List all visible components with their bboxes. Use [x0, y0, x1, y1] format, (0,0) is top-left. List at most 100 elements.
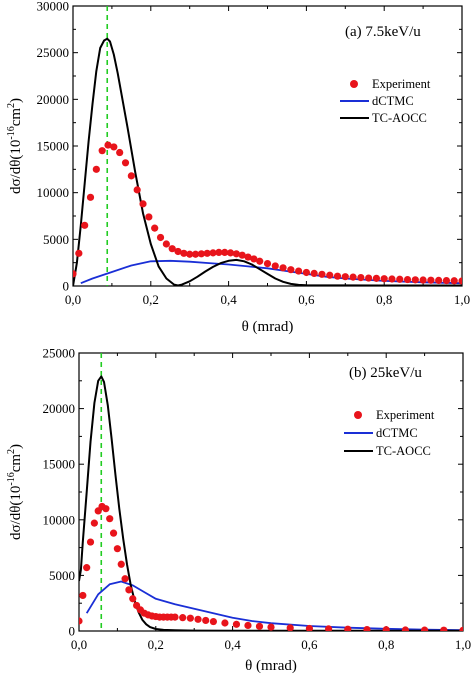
panel-b-experiment-point	[83, 564, 91, 572]
panel-b-experiment-point	[186, 614, 194, 622]
panel-a-experiment-point	[168, 245, 176, 253]
panel-b-experiment-point	[121, 575, 129, 583]
panel-b-experiment-point	[401, 626, 409, 631]
panel-b-ticks: 0,0 0,2 0,4 0,6 0,8 1,0 0 5000 10000 15000 20000 25…	[43, 346, 472, 653]
panel-a-legend-label: TC-AOCC	[372, 111, 427, 125]
panel-a-experiment-point	[139, 200, 147, 208]
panel-b-y-tick-label: 15000	[43, 457, 76, 472]
panel-a-label: (a) 7.5keV/u	[345, 24, 421, 40]
panel-a-experiment-point	[191, 250, 200, 258]
panel-b-y-axis-title-part: -16	[6, 472, 17, 485]
panel-a-y-tick-label: 25000	[37, 45, 70, 60]
panel-b-experiment-point	[232, 620, 241, 628]
panel-a-experiment-point	[127, 172, 135, 180]
panel-a-y-axis-title-part: cm	[8, 108, 24, 127]
panel-a-experiment-point	[98, 147, 106, 155]
panel-b-experiment-point	[194, 615, 202, 623]
panel-a-experiment-point	[372, 274, 381, 282]
panel-b-legend: Experiment dCTMC TC-AOCC	[344, 408, 435, 458]
panel-b-experiment-point	[209, 617, 217, 626]
panel-a-experiment-point	[162, 240, 170, 248]
panel-a-experiment-point	[86, 193, 95, 201]
panel-a-legend: Experiment dCTMC TC-AOCC	[340, 77, 431, 125]
panel-a-y-axis-title-part: )	[8, 98, 24, 103]
panel-a-experiment-point	[271, 262, 279, 270]
panel-a-experiment-point	[411, 276, 419, 284]
panel-a-experiment-point	[244, 253, 252, 261]
panel-a-experiment-point	[203, 249, 211, 257]
panel-a-experiment-point	[279, 264, 287, 272]
panel-b-experiment-point	[113, 545, 121, 553]
panel-a-y-tick-label: 10000	[37, 185, 70, 200]
panel-b-experiment-point	[363, 625, 371, 631]
panel-a-y-axis-title-part: -16	[6, 126, 17, 139]
panel-b-experiment-point	[125, 586, 133, 594]
panel-a-experiment-point	[215, 248, 223, 256]
panel-b-experiment-point	[109, 529, 118, 537]
panel-b-legend-marker-experiment	[354, 411, 362, 419]
panel-a-y-tick-label: 5000	[43, 232, 69, 247]
panel-b-experiment-point	[267, 623, 275, 631]
panel-a-experiment-point	[92, 165, 100, 173]
panel-a-x-tick-label: 1,0	[454, 292, 470, 307]
panel-a-experiment-point	[73, 270, 77, 278]
panel-a-experiment-point	[326, 271, 334, 279]
panel-a-experiment-point	[256, 257, 264, 265]
panel-a-experiment-point	[310, 269, 318, 277]
panel-a-y-tick-label: 20000	[37, 92, 70, 107]
panel-a-experiment-point	[287, 266, 295, 274]
panel-a-experiment-point	[156, 233, 165, 242]
panel-a-experiment-point	[133, 186, 141, 194]
panel-a-experiment-point	[250, 255, 258, 263]
panel-a-data	[73, 6, 462, 286]
panel-a-legend-label: dCTMC	[372, 94, 414, 108]
panel-a-y-axis-title-part: 2	[6, 103, 17, 108]
panel-a-experiment-point	[380, 275, 388, 283]
panel-b-x-tick-label: 0,0	[71, 637, 87, 652]
panel-a-x-tick-label: 0,0	[65, 292, 81, 307]
panel-b-x-tick-label: 0,4	[224, 637, 241, 652]
panel-b-legend-label: dCTMC	[376, 426, 418, 440]
panel-a-experiment-point	[450, 277, 458, 285]
panel-a-x-tick-label: 0,4	[220, 292, 237, 307]
panel-b-experiment-point	[202, 616, 210, 625]
panel-b-experiment-point	[90, 519, 98, 527]
panel-b-x-tick-label: 0,6	[301, 637, 318, 652]
panel-a-legend-marker-experiment	[350, 80, 358, 88]
panel-a-experiment-point	[333, 272, 342, 280]
panel-a-x-axis-title: θ (mrad)	[242, 319, 294, 335]
panel-a-experiment-point	[232, 250, 240, 258]
panel-b-y-axis-title-part: )	[8, 444, 24, 449]
panel-a: 0,0 0,2 0,4 0,6 0,8 1,0 0 5000 10000 15000 20000 25…	[6, 0, 470, 335]
panel-a-x-tick-label: 0,2	[143, 292, 159, 307]
panel-a-experiment-point	[295, 267, 303, 275]
panel-b-legend-label: TC-AOCC	[376, 444, 431, 458]
panel-a-y-axis-title: dσ/dθ(10-16cm2)	[6, 98, 24, 194]
panel-b-experiment-point	[102, 505, 110, 513]
panel-a-experiment-point	[186, 250, 194, 258]
panel-b-experiment-point	[440, 626, 448, 631]
panel-a-experiment-point	[151, 224, 159, 232]
panel-b-y-tick-label: 0	[69, 624, 76, 639]
panel-b-experiment-point	[421, 626, 429, 631]
panel-b: 0,0 0,2 0,4 0,6 0,8 1,0 0 5000 10000 15000 20000 25…	[6, 346, 471, 675]
panel-a-experiment-point	[221, 248, 229, 256]
panel-b-x-tick-label: 0,8	[378, 637, 394, 652]
panel-a-experiment-point	[209, 249, 217, 257]
panel-a-experiment-point	[174, 247, 182, 256]
panel-b-experiment-point	[325, 625, 333, 631]
panel-a-experiment-point	[427, 276, 435, 284]
panel-b-experiment-point	[86, 538, 95, 546]
panel-a-experiment-point	[435, 276, 443, 284]
panel-b-experiment-point	[179, 614, 187, 622]
panel-a-experiment-point	[145, 213, 153, 221]
panel-a-experiment-point	[238, 251, 246, 259]
panel-b-experiment-point	[459, 626, 463, 631]
panel-a-experiment-point	[81, 221, 89, 229]
panel-a-experiment-point	[110, 143, 118, 151]
panel-a-experiment-point	[263, 260, 272, 268]
panel-a-ticks: 0,0 0,2 0,4 0,6 0,8 1,0 0 5000 10000 15000 20000 25…	[37, 0, 471, 307]
panel-a-experiment-point	[180, 249, 188, 257]
panel-b-plot-area	[79, 353, 463, 631]
panel-b-y-axis-title-part: dσ/dθ(10	[8, 486, 24, 540]
